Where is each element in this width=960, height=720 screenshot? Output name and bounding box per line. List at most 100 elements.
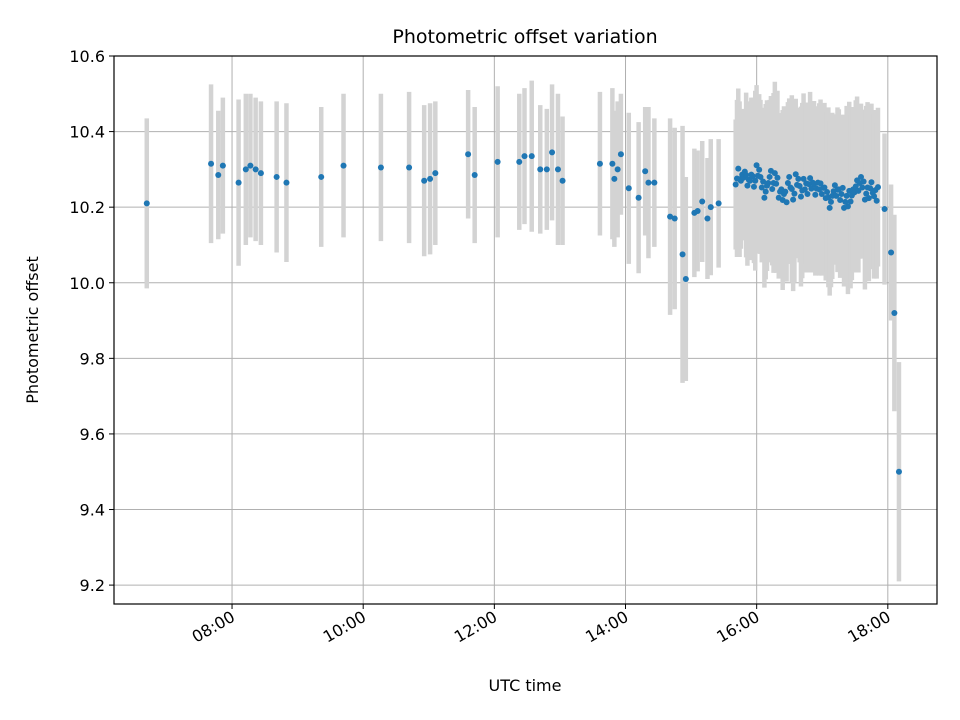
data-point <box>784 179 791 186</box>
data-point <box>888 249 895 256</box>
y-axis-ticks: 9.2 9.4 9.6 9.8 10.0 10.2 10.4 10.6 <box>69 47 114 595</box>
data-point <box>516 158 523 165</box>
x-axis-label: UTC time <box>489 676 562 695</box>
data-point <box>783 199 790 206</box>
data-point <box>596 160 603 167</box>
data-point <box>795 175 802 182</box>
y-tick-label: 10.4 <box>69 123 105 142</box>
data-point <box>219 162 226 169</box>
data-point <box>881 206 888 213</box>
data-point <box>792 171 799 178</box>
data-point <box>804 190 811 197</box>
data-point <box>421 177 428 184</box>
data-point <box>559 177 566 184</box>
data-point <box>801 186 808 193</box>
data-point <box>839 184 846 191</box>
data-point <box>707 204 714 211</box>
data-point <box>273 173 280 180</box>
data-point <box>831 182 838 189</box>
data-point <box>645 179 652 186</box>
data-point <box>771 170 778 177</box>
data-point <box>826 204 833 211</box>
points <box>143 149 902 475</box>
y-tick-label: 10.0 <box>69 274 105 293</box>
y-tick-label: 9.4 <box>80 501 105 520</box>
data-point <box>859 184 866 191</box>
data-point <box>757 173 764 180</box>
y-tick-label: 9.6 <box>80 425 105 444</box>
data-point <box>817 180 824 187</box>
data-point <box>788 186 795 193</box>
data-point <box>682 275 689 282</box>
data-point <box>318 173 325 180</box>
data-point <box>609 160 616 167</box>
data-point <box>471 172 478 179</box>
data-point <box>833 192 840 199</box>
data-point <box>800 175 807 182</box>
data-point <box>247 162 254 169</box>
data-point <box>769 186 776 193</box>
data-point <box>625 185 632 192</box>
data-point <box>774 174 781 181</box>
data-point <box>427 175 434 182</box>
data-point <box>791 190 798 197</box>
data-point <box>858 173 865 180</box>
data-point <box>773 180 780 187</box>
data-point <box>699 198 706 205</box>
y-tick-label: 9.2 <box>80 576 105 595</box>
data-point <box>235 179 242 186</box>
data-point <box>694 207 701 214</box>
data-point <box>766 173 773 180</box>
data-point <box>855 187 862 194</box>
data-point <box>340 162 347 169</box>
data-point <box>762 188 769 195</box>
data-point <box>521 153 528 160</box>
data-point <box>747 177 754 184</box>
data-point <box>807 175 814 182</box>
data-point <box>868 179 875 186</box>
y-tick-label: 9.8 <box>80 349 105 368</box>
data-point <box>782 188 789 195</box>
data-point <box>208 160 215 167</box>
data-point <box>812 191 819 198</box>
data-point <box>753 162 760 169</box>
data-point <box>786 173 793 180</box>
data-point <box>743 172 750 179</box>
data-point <box>860 178 867 185</box>
data-point <box>465 151 472 158</box>
data-point <box>549 149 556 156</box>
data-point <box>744 182 751 189</box>
data-point <box>871 193 878 200</box>
chart-title: Photometric offset variation <box>392 26 657 48</box>
data-point <box>528 153 535 160</box>
data-point <box>406 164 413 171</box>
data-point <box>843 192 850 199</box>
data-point <box>257 170 264 177</box>
data-point <box>679 251 686 258</box>
data-point <box>873 197 880 204</box>
data-point <box>821 184 828 191</box>
data-point <box>760 178 767 185</box>
data-point <box>852 183 859 190</box>
data-point <box>808 185 815 192</box>
data-point <box>758 184 765 191</box>
data-point <box>790 196 797 203</box>
data-point <box>543 166 550 173</box>
data-point <box>847 198 854 205</box>
y-axis-label: Photometric offset <box>23 256 42 404</box>
data-point <box>554 166 561 173</box>
data-point <box>715 200 722 207</box>
data-point <box>824 189 831 196</box>
data-point <box>867 185 874 192</box>
data-point <box>818 190 825 197</box>
data-point <box>242 166 249 173</box>
data-point <box>377 164 384 171</box>
data-point <box>761 194 768 201</box>
data-point <box>667 213 674 220</box>
data-point <box>827 198 834 205</box>
y-tick-label: 10.6 <box>69 47 105 66</box>
data-point <box>735 165 742 172</box>
plot-frame <box>113 55 938 605</box>
data-point <box>215 172 222 179</box>
